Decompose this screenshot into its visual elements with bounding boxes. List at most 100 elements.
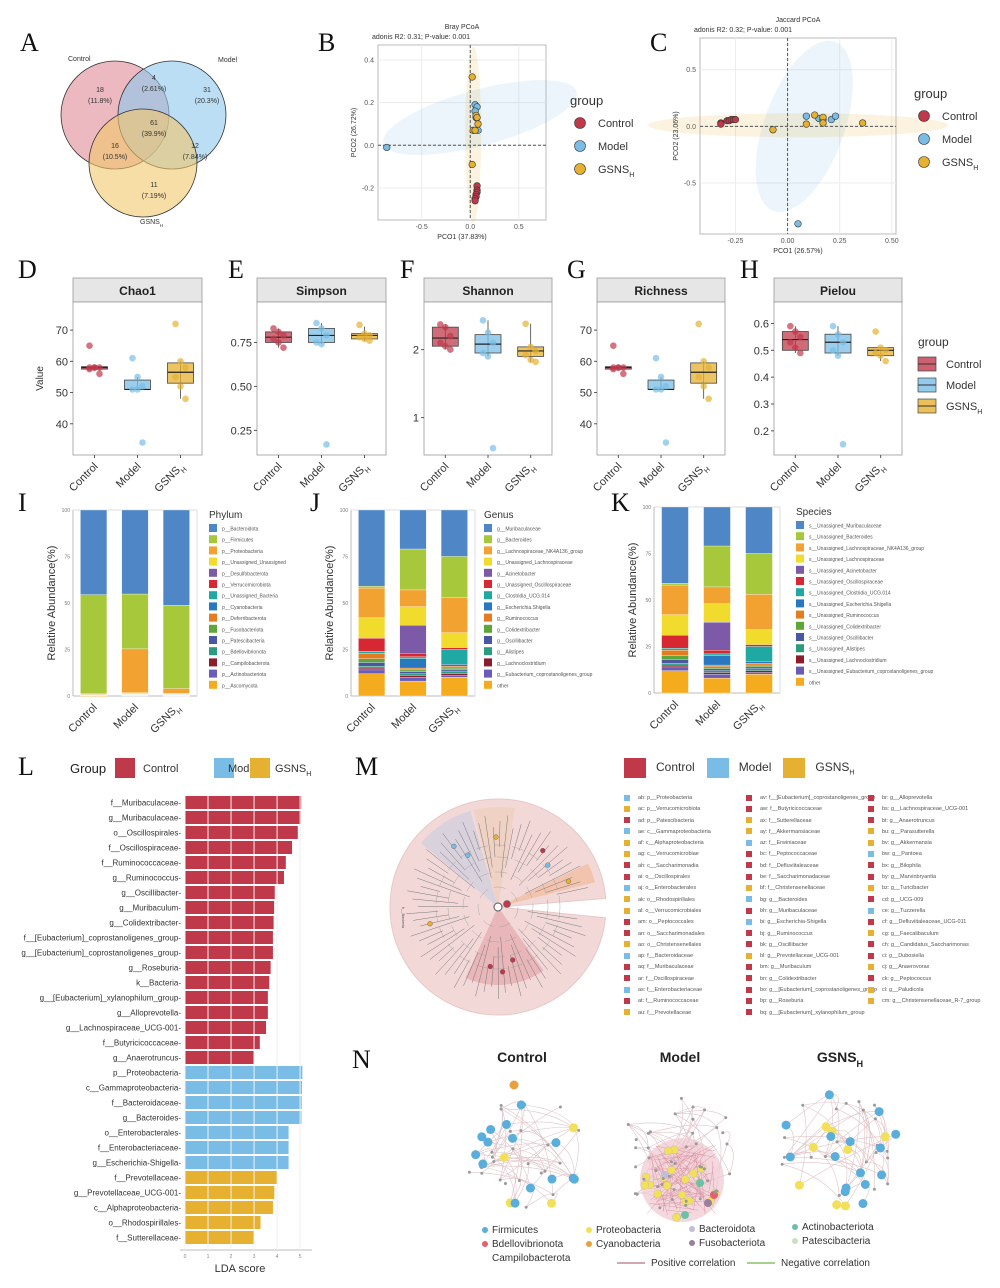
- legend-label: g__Lachnospiraceae_NK4A136_group: [497, 549, 583, 555]
- cladogram-legend-item: ag: c__Verrucomicrobiae: [624, 849, 711, 860]
- cladogram-branch: [507, 966, 512, 986]
- cladogram-legend-item: aq: f__Muribaculaceae: [624, 962, 711, 973]
- venn-count: 61: [150, 120, 158, 127]
- cladogram-branch: [505, 828, 514, 868]
- jitter-point: [437, 339, 444, 347]
- network-node: [551, 1193, 555, 1197]
- bar-segment: [399, 673, 427, 676]
- cladogram-branch: [444, 938, 474, 975]
- jitter-point: [797, 333, 804, 341]
- x-tick-label: 0.00: [781, 238, 795, 245]
- legend-label: g__Lachnoclostridium: [497, 661, 546, 667]
- jitter-point: [652, 386, 660, 393]
- cladogram-branch: [538, 859, 563, 878]
- jitter-point: [134, 386, 141, 393]
- jitter-point: [705, 364, 712, 371]
- cladogram-branch: [556, 887, 588, 895]
- cladogram-legend-item: ce: g__Tuzzerella: [868, 906, 980, 917]
- cladogram-legend-item: ac: p__Verrucomicrobiota: [624, 804, 711, 815]
- panel-letter-j: J: [310, 488, 321, 517]
- point-gsns_h: [471, 126, 479, 134]
- network-node: [524, 1205, 528, 1209]
- jitter-point: [275, 328, 282, 336]
- cladogram-legend-item: as: f__Enterobacteriaceae: [624, 985, 711, 996]
- cladogram-group-legend: Control Model GSNSH: [624, 758, 866, 778]
- legend-swatch: [209, 535, 217, 544]
- cladogram-legend-item: bw: g__Pantoea: [868, 849, 980, 860]
- legend-swatch: [484, 602, 492, 611]
- network-node: [681, 1175, 690, 1184]
- legend-label: bx: g__Bilophila: [882, 862, 921, 869]
- jitter-point: [96, 370, 103, 378]
- legend-swatch: [868, 952, 874, 959]
- y-axis-label: PCO2 (23.06%): [673, 111, 680, 160]
- cladogram-legend-item: ak: o__Rhodospirillales: [624, 895, 711, 906]
- network-legend-label: Campilobacterota: [492, 1253, 571, 1264]
- y-tick-label: 25: [645, 645, 651, 651]
- bar-segment: [745, 670, 773, 673]
- y-axis-label: Value: [35, 366, 46, 391]
- bar-segment: [440, 677, 468, 697]
- legend-label: g__Unassigned_Oscillospiraceae: [497, 583, 571, 589]
- cladogram-branch: [416, 877, 470, 898]
- legend-title: Group: [70, 761, 106, 776]
- bar-segment: [745, 594, 773, 630]
- cladogram-node: [540, 848, 546, 854]
- legend-label: p__Campilobacterota: [222, 661, 270, 667]
- network-node: [654, 1169, 658, 1173]
- bar-segment: [358, 669, 386, 674]
- network-node: [634, 1146, 638, 1150]
- network-node: [691, 1105, 695, 1109]
- cladogram-branch: [406, 911, 439, 914]
- cladogram-branch: [518, 820, 531, 851]
- network-gsnsh: GSNSH: [780, 1049, 901, 1211]
- network-edge: [875, 1152, 889, 1184]
- legend-swatch: [746, 884, 752, 891]
- network-node: [785, 1152, 795, 1162]
- legend-label: Control: [656, 760, 695, 775]
- jitter-point: [447, 332, 454, 340]
- legend-label: ch: g__Candidatus_Saccharimonas: [882, 941, 969, 948]
- facet-title: Simpson: [296, 284, 347, 298]
- y-tick-label: 50: [580, 388, 592, 400]
- legend-label: g__Eubacterium_coprostanoligenes_group: [497, 672, 593, 678]
- bar-segment: [358, 638, 386, 652]
- legend-label: ac: p__Verrucomicrobiota: [638, 806, 701, 813]
- y-tick-label: 0.5: [686, 67, 696, 74]
- legend-swatch: [868, 997, 874, 1004]
- network-node: [855, 1168, 865, 1178]
- cladogram-legend-item: by: g__Marvinbryantia: [868, 872, 980, 883]
- network-node: [702, 1167, 706, 1171]
- lda-bar-label: g__Anaerotruncus-: [113, 1054, 181, 1063]
- lda-bar: [185, 1216, 261, 1229]
- cladogram-branch: [542, 946, 563, 965]
- jitter-point: [872, 328, 879, 335]
- cladogram-branch: [549, 862, 572, 877]
- x-tick-label: 0.5: [514, 224, 524, 231]
- network-node: [691, 1131, 695, 1135]
- legend-swatch: [484, 535, 492, 544]
- x-tick-label: Model: [111, 702, 141, 732]
- legend-label: s__Unassigned_Lachnoclostridium: [809, 658, 887, 664]
- legend-label: s__Unassigned_Lachnospiraceae: [809, 557, 885, 563]
- y-tick-label: 0.4: [364, 57, 374, 64]
- lda-bar-label: f__Bacteroidaceae-: [112, 1099, 182, 1108]
- x-axis-label: LDA score: [215, 1263, 266, 1275]
- y-tick-label: 2: [413, 345, 419, 357]
- jitter-point: [437, 321, 444, 328]
- legend-label: al: o__Verrucomicrobiales: [638, 907, 702, 914]
- cladogram-branch: [475, 936, 491, 997]
- plot-frame: [699, 37, 897, 235]
- legend-label: bo: g__[Eubacterium]_coprostanoligenes_g…: [760, 987, 878, 994]
- legend-title: Phylum: [209, 510, 242, 521]
- cladogram-legend-item: ah: c__Saccharimonadia: [624, 861, 711, 872]
- network-node: [875, 1143, 885, 1153]
- network-legend-label: Cyanobacteria: [596, 1239, 661, 1250]
- cladogram-legend-item: az: f__Erwiniaceae: [746, 838, 877, 849]
- bar-segment: [440, 669, 468, 672]
- network-node: [821, 1122, 831, 1132]
- bar-segment: [661, 614, 689, 636]
- bar-segment: [121, 593, 149, 650]
- lda-bar: [185, 1111, 302, 1124]
- network-node: [873, 1117, 877, 1121]
